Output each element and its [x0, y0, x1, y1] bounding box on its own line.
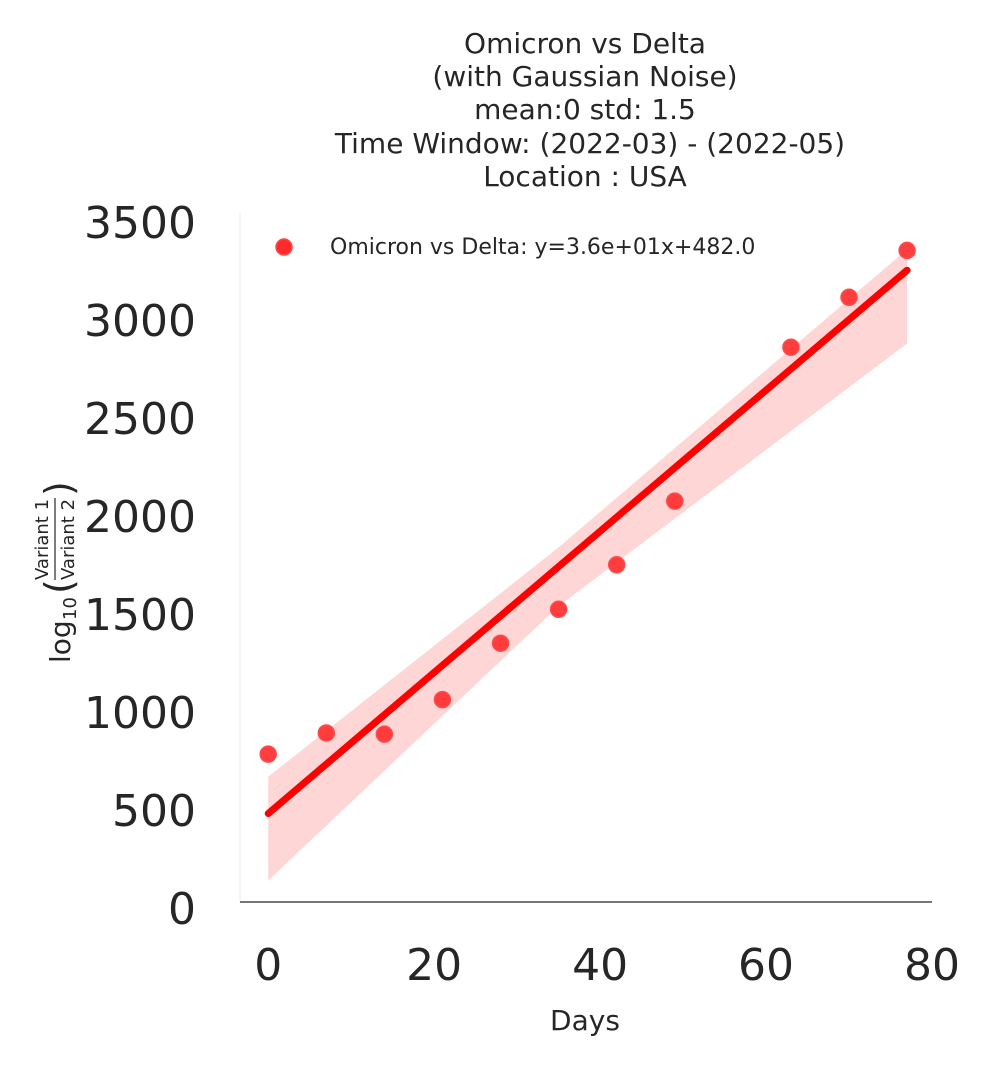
- y-tick-label: 3500: [84, 198, 196, 249]
- data-point: [259, 745, 277, 763]
- y-tick-label: 500: [112, 786, 196, 837]
- data-point: [433, 690, 452, 709]
- data-point: [317, 724, 336, 742]
- x-tick-label: 60: [738, 940, 794, 991]
- data-point: [898, 241, 916, 260]
- y-label-prefix: log: [44, 620, 77, 663]
- x-tick-label: 0: [254, 940, 282, 991]
- y-tick-label: 1000: [84, 688, 196, 739]
- confidence-band: [268, 249, 908, 881]
- data-point: [491, 634, 510, 652]
- title-line-5: Location : USA: [483, 160, 687, 193]
- y-tick-label: 3000: [84, 296, 196, 347]
- x-tick-labels: 0 20 40 60 80: [254, 940, 960, 991]
- y-label-denominator: Variant 2: [58, 499, 79, 580]
- title-line-4: Time Window: (2022-03) - (2022-05): [334, 127, 845, 160]
- title-line-1: Omicron vs Delta: [464, 27, 706, 60]
- y-axis-label: log 10 ( Variant 1 Variant 2 ): [32, 481, 81, 663]
- y-label-close-paren: ): [37, 481, 81, 496]
- y-tick-label: 1500: [84, 590, 196, 641]
- data-point: [782, 338, 800, 356]
- regression-line: [264, 266, 911, 818]
- data-point: [840, 288, 858, 307]
- data-points: [259, 241, 916, 763]
- y-tick-label: 2000: [84, 492, 196, 543]
- data-point: [549, 600, 568, 619]
- data-point: [666, 492, 684, 510]
- y-label-numerator: Variant 1: [32, 499, 53, 580]
- title-line-3: mean:0 std: 1.5: [474, 93, 696, 126]
- x-tick-label: 40: [572, 940, 628, 991]
- legend-marker: [275, 238, 293, 256]
- legend: Omicron vs Delta: y=3.6e+01x+482.0: [275, 235, 755, 260]
- y-tick-label: 2500: [84, 394, 196, 445]
- x-tick-label: 80: [904, 940, 960, 991]
- title-line-2: (with Gaussian Noise): [432, 60, 737, 93]
- y-label-subscript: 10: [60, 597, 81, 620]
- y-tick-labels: 0 500 1000 1500 2000 2500 3000 3500: [84, 198, 196, 935]
- legend-label: Omicron vs Delta: y=3.6e+01x+482.0: [330, 235, 755, 260]
- y-tick-label: 0: [168, 884, 196, 935]
- chart-title: Omicron vs Delta (with Gaussian Noise) m…: [334, 27, 845, 193]
- y-label-open-paren: (: [37, 579, 81, 594]
- x-tick-label: 20: [406, 940, 462, 991]
- data-point: [375, 725, 394, 743]
- x-axis-label: Days: [550, 1004, 620, 1037]
- data-point: [607, 556, 626, 574]
